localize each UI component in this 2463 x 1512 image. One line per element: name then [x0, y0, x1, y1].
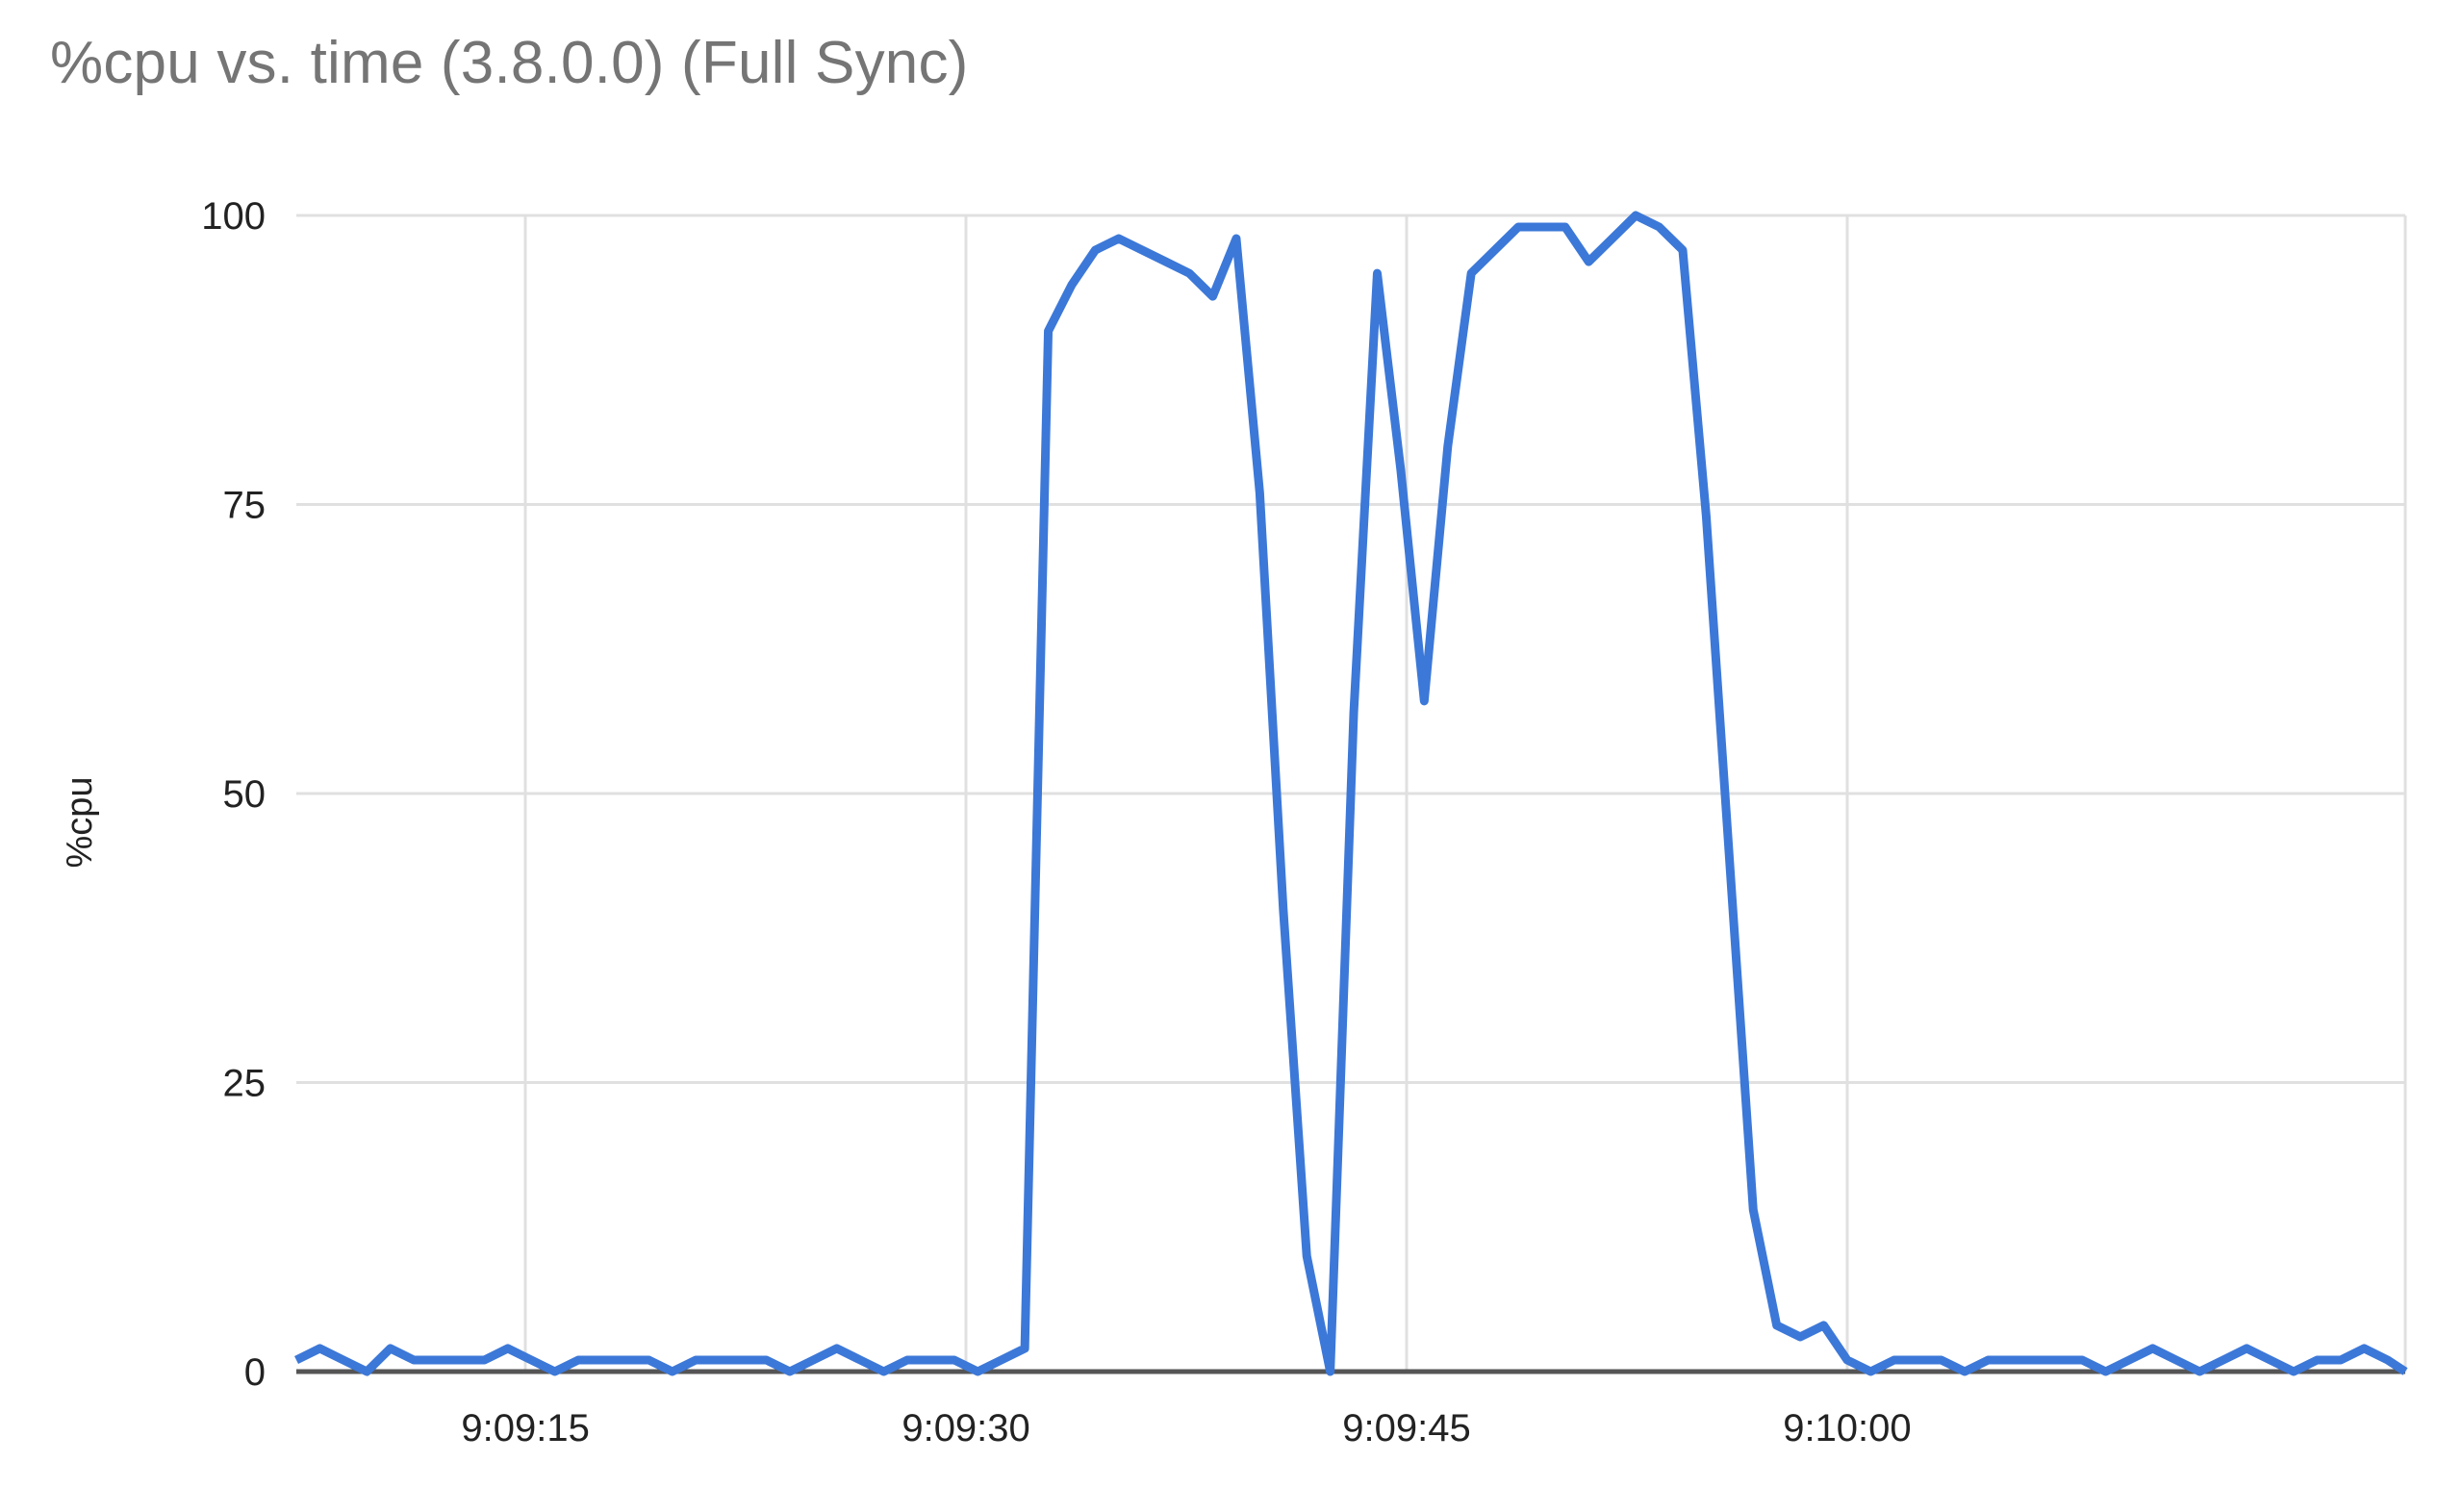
y-tick-label: 25: [223, 1063, 267, 1105]
y-axis-tick-labels: 0 25 50 75 100: [201, 195, 266, 1394]
horizontal-gridlines: [296, 214, 2405, 1084]
y-tick-label: 0: [244, 1351, 266, 1394]
y-axis-title: %cpu: [60, 776, 100, 868]
x-tick-label: 9:09:30: [901, 1407, 1029, 1449]
x-tick-label: 9:09:45: [1342, 1407, 1470, 1449]
y-tick-label: 50: [223, 773, 267, 816]
x-axis-tick-labels: 9:09:15 9:09:30 9:09:45 9:10:00: [461, 1407, 1911, 1449]
vertical-gridlines: [523, 215, 2407, 1372]
y-tick-label: 100: [201, 195, 266, 238]
series-line-cpu: [294, 211, 2408, 1376]
y-tick-label: 75: [223, 485, 267, 527]
chart-title: %cpu vs. time (3.8.0.0) (Full Sync): [50, 30, 969, 96]
x-tick-label: 9:10:00: [1783, 1407, 1911, 1449]
x-tick-label: 9:09:15: [461, 1407, 589, 1449]
